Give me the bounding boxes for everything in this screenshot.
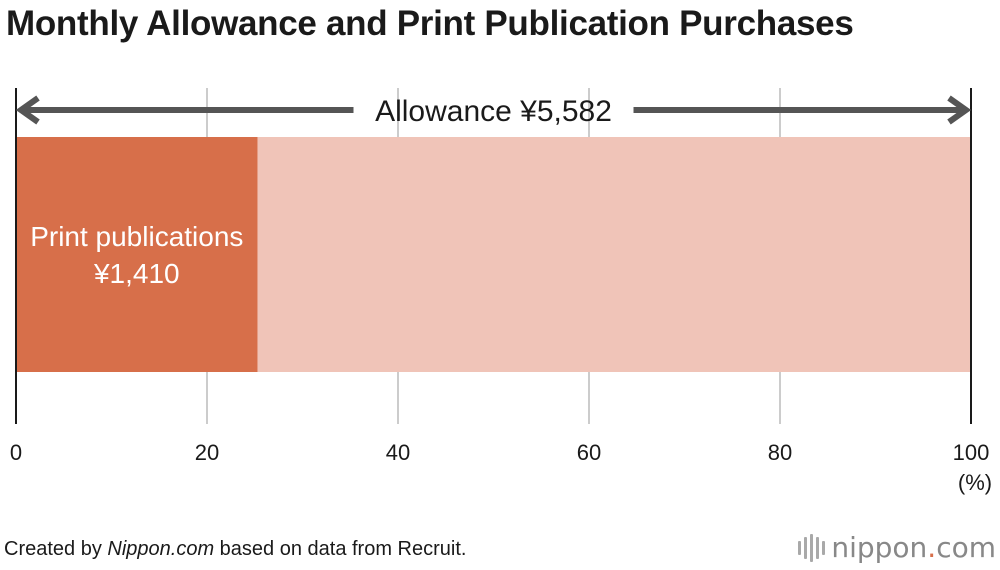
segment-value-label: ¥1,410	[93, 258, 180, 289]
source-suffix: based on data from Recruit.	[214, 538, 467, 560]
data-labels: Print publications ¥1,410	[30, 221, 243, 289]
x-axis-unit-label: (%)	[958, 470, 992, 495]
bar-segment-2	[257, 137, 971, 372]
segment-name-label: Print publications	[30, 221, 243, 252]
allowance-label: Allowance ¥5,582	[375, 95, 612, 128]
logo-bars-icon	[798, 533, 826, 562]
nippon-logo: nippon.com	[798, 531, 996, 564]
chart-title: Monthly Allowance and Print Publication …	[6, 4, 854, 43]
logo-text: nippon.com	[831, 531, 996, 564]
x-tick-label-20: 20	[195, 440, 219, 465]
x-tick-label-100: 100	[953, 440, 990, 465]
source-prefix: Created by	[4, 538, 108, 560]
arrow-head-right-icon	[947, 95, 972, 125]
arrow-head-left-icon	[15, 95, 40, 125]
x-tick-label-0: 0	[10, 440, 22, 465]
stacked-bar	[16, 137, 971, 372]
x-tick-label-80: 80	[768, 440, 792, 465]
x-tick-label-40: 40	[386, 440, 410, 465]
x-axis: 0 20 40 60 80 100 (%)	[10, 88, 992, 495]
source-brand: Nippon.com	[107, 538, 215, 560]
source-note: Created by Nippon.com based on data from…	[4, 538, 466, 561]
bar-segment-1	[16, 137, 258, 372]
x-tick-label-60: 60	[577, 440, 601, 465]
allowance-arrow: Allowance ¥5,582	[15, 95, 972, 128]
